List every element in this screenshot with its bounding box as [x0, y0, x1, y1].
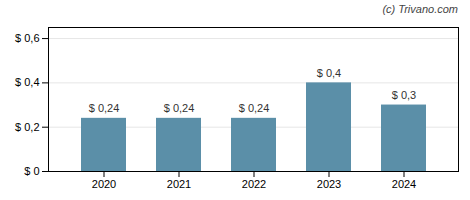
- svg-text:2024: 2024: [392, 178, 416, 190]
- svg-text:2021: 2021: [167, 178, 191, 190]
- svg-text:2023: 2023: [317, 178, 341, 190]
- svg-text:$ 0,6: $ 0,6: [15, 32, 39, 44]
- svg-text:$ 0,24: $ 0,24: [239, 102, 270, 114]
- svg-text:$ 0: $ 0: [24, 165, 39, 177]
- svg-text:$ 0,4: $ 0,4: [317, 67, 341, 79]
- svg-text:2022: 2022: [242, 178, 266, 190]
- svg-text:$ 0,3: $ 0,3: [392, 89, 416, 101]
- svg-text:$ 0,24: $ 0,24: [164, 102, 195, 114]
- svg-text:$ 0,2: $ 0,2: [15, 121, 39, 133]
- svg-text:$ 0,24: $ 0,24: [89, 102, 120, 114]
- html-text:(c) Trivano.com: (c) Trivano.com: [382, 3, 458, 15]
- svg-text:$ 0,4: $ 0,4: [15, 76, 39, 88]
- svg-text:2020: 2020: [92, 178, 116, 190]
